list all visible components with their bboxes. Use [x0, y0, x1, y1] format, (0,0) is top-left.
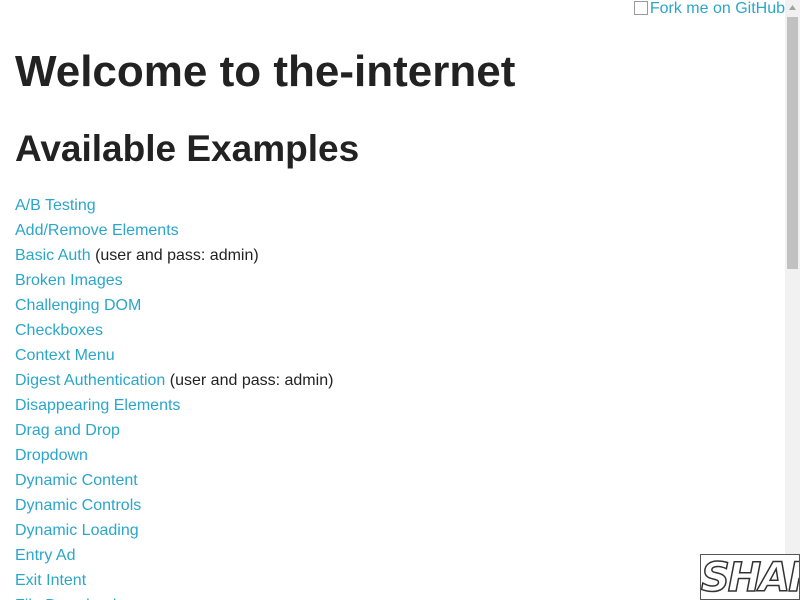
- example-link[interactable]: Entry Ad: [15, 547, 76, 564]
- example-item: Disappearing Elements: [15, 393, 333, 418]
- example-link[interactable]: Checkboxes: [15, 322, 104, 339]
- example-item: Challenging DOM: [15, 293, 333, 318]
- example-item: Basic Auth (user and pass: admin): [15, 243, 333, 268]
- example-item: Checkboxes: [15, 318, 333, 343]
- scroll-thumb[interactable]: [787, 17, 798, 269]
- example-list: A/B Testing Add/Remove Elements Basic Auth…: [15, 193, 333, 600]
- example-link[interactable]: Exit Intent: [15, 572, 87, 589]
- fork-text[interactable]: Fork me on GitHub: [649, 0, 785, 17]
- example-item: Dynamic Loading: [15, 518, 333, 543]
- example-link[interactable]: Dynamic Controls: [15, 497, 142, 514]
- example-item: Digest Authentication (user and pass: ad…: [15, 368, 333, 393]
- example-item: Dropdown: [15, 443, 333, 468]
- example-note: (user and pass: admin): [95, 247, 259, 264]
- example-item: Entry Ad: [15, 543, 333, 568]
- example-item: Dynamic Controls: [15, 493, 333, 518]
- example-link[interactable]: Drag and Drop: [15, 422, 120, 439]
- section-heading: Available Examples: [15, 128, 360, 169]
- scroll-up[interactable]: [789, 5, 796, 10]
- page-title: Welcome to the-internet: [15, 47, 516, 96]
- example-link[interactable]: Disappearing Elements: [15, 397, 181, 414]
- example-link[interactable]: Broken Images: [15, 272, 123, 289]
- fork-banner[interactable]: Fork me on GitHub: [633, 0, 785, 17]
- example-item: Drag and Drop: [15, 418, 333, 443]
- example-item: Dynamic Content: [15, 468, 333, 493]
- broken-image-icon: [633, 1, 648, 15]
- shaft-badge: SHAFT: [700, 554, 800, 600]
- example-link[interactable]: Dynamic Content: [15, 472, 138, 489]
- example-link[interactable]: Add/Remove Elements: [15, 222, 179, 239]
- scrollbar[interactable]: [785, 0, 800, 600]
- example-link[interactable]: A/B Testing: [15, 197, 96, 214]
- example-item: File Download: [15, 593, 333, 600]
- example-link[interactable]: Basic Auth: [15, 247, 91, 264]
- example-link[interactable]: File Download: [15, 597, 116, 600]
- example-item: Exit Intent: [15, 568, 333, 593]
- example-item: Add/Remove Elements: [15, 218, 333, 243]
- example-item: Broken Images: [15, 268, 333, 293]
- example-link[interactable]: Context Menu: [15, 347, 115, 364]
- example-link[interactable]: Challenging DOM: [15, 297, 142, 314]
- example-note: (user and pass: admin): [169, 372, 334, 389]
- example-item: Context Menu: [15, 343, 333, 368]
- example-link[interactable]: Dropdown: [15, 447, 88, 464]
- example-link[interactable]: Digest Authentication: [15, 372, 166, 389]
- example-link[interactable]: Dynamic Loading: [15, 522, 139, 539]
- example-item: A/B Testing: [15, 193, 333, 218]
